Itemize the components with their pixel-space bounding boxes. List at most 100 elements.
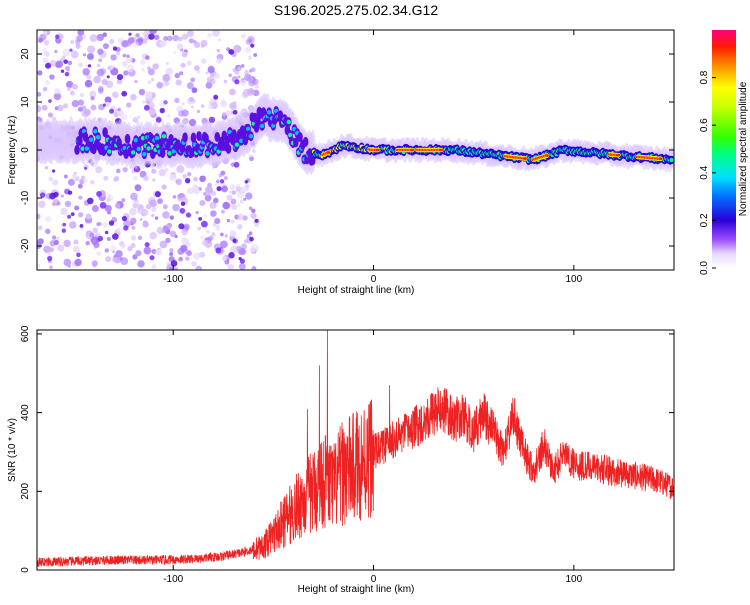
snr-frame	[36, 329, 675, 571]
spectrogram-noise-cell	[165, 62, 169, 66]
colorbar: 0.0 0.2 0.4 0.6 0.8 Normalized spectral ampl…	[699, 30, 749, 275]
spectrogram-noise-cell	[57, 244, 65, 252]
spectrogram-noise-cell	[166, 113, 171, 118]
spectrogram-noise-cell	[178, 223, 185, 230]
spectrogram-noise-cell	[49, 59, 57, 67]
spectrogram-ridge-core	[245, 126, 251, 132]
y-tick-label: -10	[20, 190, 31, 205]
spectrogram-noise-cell	[196, 109, 201, 114]
spectrogram-noise-cell	[241, 64, 245, 68]
spectrogram-noise-cell	[102, 32, 108, 37]
spectrogram-noise-cell	[241, 33, 247, 39]
colorbar-label: Normalized spectral amplitude	[738, 81, 749, 216]
spectrogram-noise-cell	[214, 217, 221, 225]
spectrogram-noise-cell	[134, 184, 142, 192]
spectrogram-noise-cell	[162, 211, 170, 219]
spectrogram-noise-cell	[237, 224, 243, 230]
spectrogram-noise-cell	[37, 238, 44, 245]
spectrogram-ridge-cell	[293, 137, 299, 148]
spectrogram-noise-cell	[139, 59, 146, 66]
spectrogram-ridge-core	[238, 138, 244, 144]
colorbar-tick-label: 0.8	[699, 70, 710, 84]
spectrogram-noise-cell	[45, 62, 52, 69]
spectrogram-noise-cell	[79, 224, 84, 228]
spectrogram-noise-cell	[63, 258, 72, 267]
spectrogram-noise-cell	[37, 105, 42, 113]
spectrogram-noise-cell	[120, 243, 126, 249]
spectrogram-noise-cell	[143, 175, 149, 182]
spectrogram-noise-cell	[89, 90, 97, 98]
spectrogram-noise-cell	[244, 69, 249, 75]
spectrogram-noise-cell	[55, 34, 60, 39]
spectrogram-noise-cell	[176, 165, 185, 174]
spectrogram-noise-cell	[82, 177, 88, 183]
spectrogram-noise-cell	[56, 104, 64, 112]
spectrogram-noise-cell	[167, 35, 173, 41]
spectrogram-noise-cell	[53, 87, 61, 95]
spectrogram-noise-cell	[78, 212, 84, 218]
spectrogram-noise-cell	[89, 179, 95, 185]
spectrogram-noise-cell	[97, 235, 104, 242]
spectrogram-noise-cell	[67, 60, 73, 66]
spectrogram-noise-cell	[224, 234, 229, 238]
spectrogram-noise-cell	[147, 68, 155, 76]
spectrogram-ridge-core	[167, 151, 172, 156]
spectrogram-noise-cell	[137, 235, 143, 241]
spectrogram-noise-cell	[251, 149, 256, 153]
spectrogram-noise-cell	[228, 48, 235, 55]
spectrogram-noise-cell	[95, 166, 103, 174]
spectrogram-noise-cell	[37, 225, 43, 231]
spectrogram-noise-cell	[205, 185, 213, 194]
spectrogram-noise-cell	[188, 96, 194, 102]
spectrogram-noise-cell	[44, 51, 50, 57]
spectrogram-noise-cell	[151, 206, 157, 212]
spectrogram-noise-cell	[143, 246, 152, 255]
spectrogram-noise-cell	[53, 239, 59, 246]
chart-title: S196.2025.275.02.34.G12	[274, 2, 438, 18]
spectrogram-noise-cell	[246, 87, 255, 96]
spectrogram-noise-cell	[190, 105, 194, 109]
spectrogram-noise-cell	[233, 101, 237, 105]
spectrogram-noise-cell	[250, 43, 255, 48]
spectrogram-noise-cell	[162, 204, 168, 210]
spectrogram-noise-cell	[221, 255, 228, 262]
spectrogram-ridge-core	[136, 146, 141, 152]
spectrogram-noise-cell	[106, 75, 110, 79]
spectrogram-noise-cell	[141, 67, 145, 72]
spectrogram-noise-cell	[74, 258, 82, 267]
spectrogram-noise-cell	[37, 70, 43, 76]
spectrogram-noise-cell	[149, 231, 157, 240]
spectrogram-noise-cell	[116, 74, 124, 81]
spectrogram-noise-cell	[151, 248, 157, 255]
spectrogram-noise-cell	[193, 177, 198, 182]
spectrogram-noise-cell	[163, 100, 168, 105]
x-tick-label: -100	[163, 274, 183, 285]
spectrogram-noise-cell	[217, 37, 222, 42]
spectrogram-noise-cell	[209, 78, 216, 85]
spectrogram-noise-cell	[199, 175, 206, 183]
spectrogram-noise-cell	[65, 65, 71, 71]
spectrogram-ridge-core	[154, 135, 160, 141]
spectrogram-noise-cell	[152, 63, 159, 70]
spectrogram-noise-cell	[254, 222, 260, 228]
spectrogram-noise-cell	[133, 202, 140, 209]
spectrogram-noise-cell	[244, 184, 250, 189]
spectrogram-noise-cell	[219, 179, 225, 184]
spectrogram-noise-cell	[212, 30, 220, 37]
x-tick-label: 100	[565, 274, 582, 285]
spectrogram-noise-cell	[42, 57, 49, 64]
spectrogram-ridge-core	[84, 146, 90, 151]
spectrogram-noise-cell	[245, 39, 252, 45]
spectrogram-ridge-core	[140, 136, 146, 141]
spectrogram-noise-cell	[96, 251, 102, 257]
spectrogram-noise-cell	[110, 245, 117, 252]
spectrogram-noise-cell	[44, 166, 49, 170]
spectrogram-noise-cell	[211, 232, 216, 237]
colorbar-tick-label: 0.6	[699, 118, 710, 132]
spectrogram-noise-cell	[193, 252, 201, 260]
spectrogram-noise-cell	[198, 216, 203, 221]
spectrogram-noise-cell	[149, 255, 155, 261]
y-tick-label: 600	[20, 325, 31, 342]
spectrogram-noise-cell	[115, 51, 121, 56]
